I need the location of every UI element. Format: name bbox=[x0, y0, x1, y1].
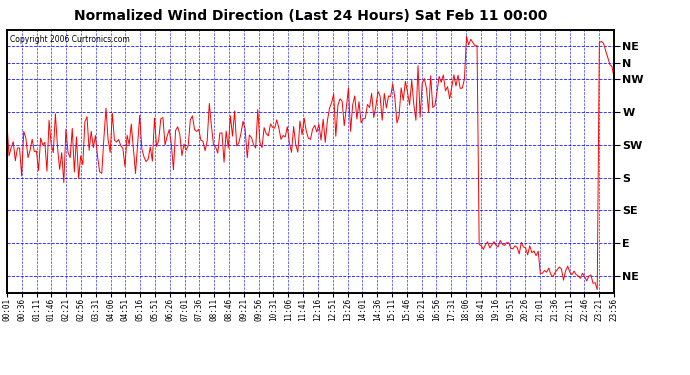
Text: Normalized Wind Direction (Last 24 Hours) Sat Feb 11 00:00: Normalized Wind Direction (Last 24 Hours… bbox=[74, 9, 547, 23]
Text: Copyright 2006 Curtronics.com: Copyright 2006 Curtronics.com bbox=[10, 35, 130, 44]
